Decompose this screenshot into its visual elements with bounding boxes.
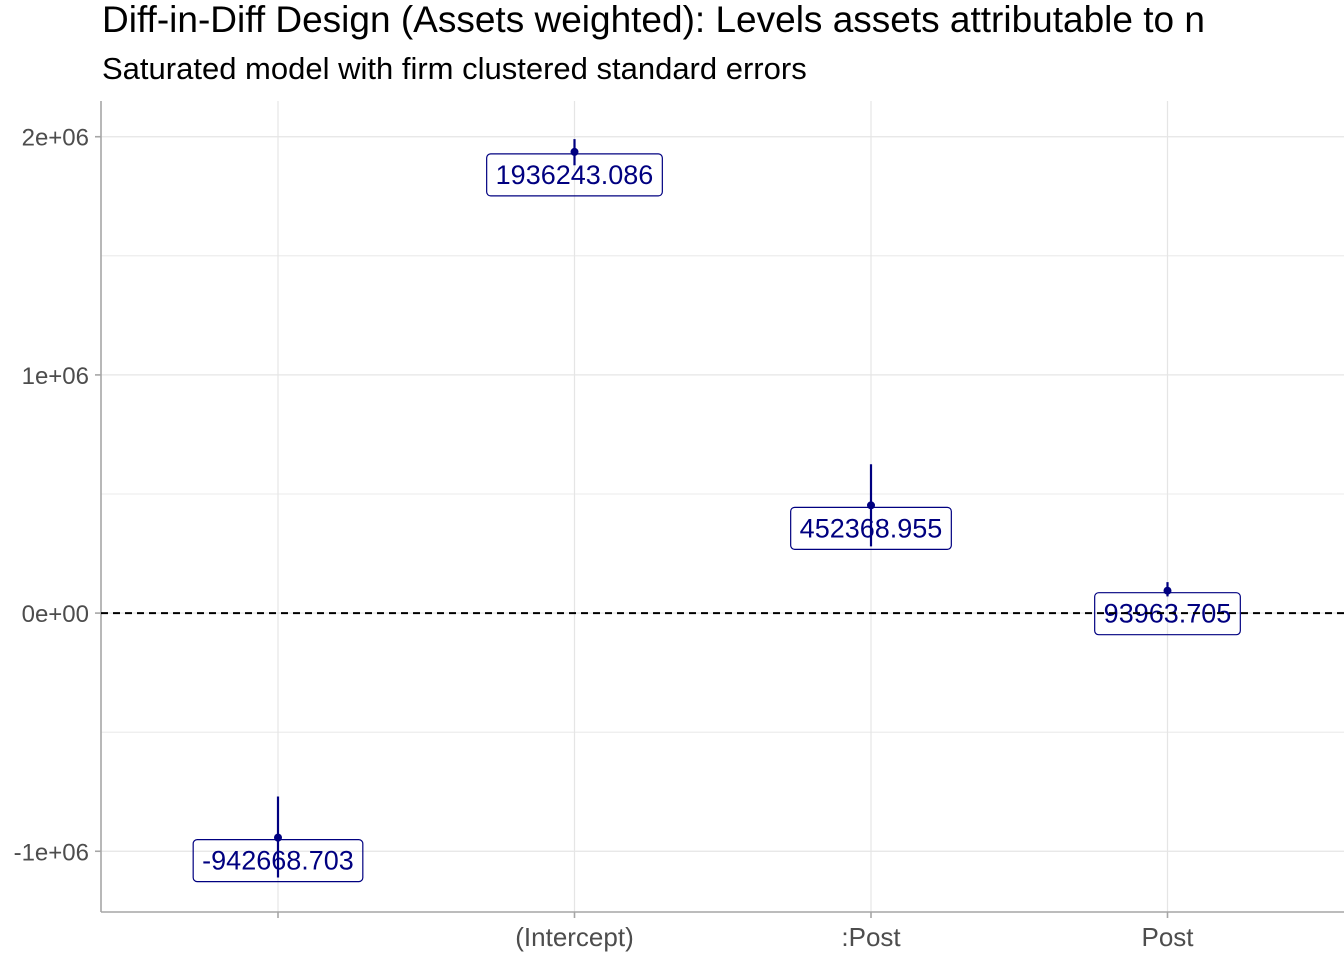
y-tick-label: -1e+06 <box>14 839 89 866</box>
coefficient-group: -942668.703 <box>192 796 364 883</box>
x-tick-label: :Post <box>841 922 901 952</box>
coefficient-label-box <box>486 153 663 197</box>
chart-title: Diff-in-Diff Design (Assets weighted): L… <box>102 0 1205 40</box>
coefficient-label: 1936243.086 <box>496 160 654 190</box>
coefficient-label-box <box>1094 592 1241 636</box>
y-tick-label: 0e+00 <box>22 601 89 628</box>
coefficient-group: 1936243.086 <box>486 139 663 197</box>
coefficient-point <box>1163 586 1172 595</box>
coefficient-group: 452368.955 <box>790 464 952 550</box>
coefficient-point <box>570 147 579 156</box>
coefficient-label-box <box>790 506 952 550</box>
coefficient-label: -942668.703 <box>202 846 354 876</box>
x-tick-label: Post <box>1141 922 1194 952</box>
plot-area: -1e+06 0e+00 1e+06 2e+06 (Intercept) :Post Pos… <box>14 101 1344 952</box>
chart-subtitle: Saturated model with firm clustered stan… <box>102 51 807 86</box>
coefficient-label-box <box>192 839 364 883</box>
coefficient-label: 452368.955 <box>800 513 943 543</box>
coefficient-point <box>274 833 282 842</box>
x-tick-label: (Intercept) <box>515 922 634 952</box>
coefficient-group: 93963.705 <box>1094 582 1241 636</box>
y-tick-label: 2e+06 <box>22 125 89 152</box>
coefficient-point <box>867 501 875 510</box>
y-tick-label: 1e+06 <box>22 363 89 390</box>
